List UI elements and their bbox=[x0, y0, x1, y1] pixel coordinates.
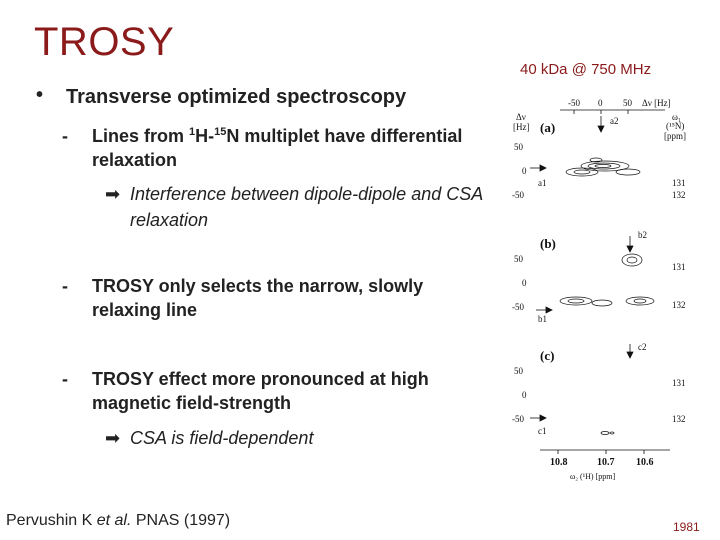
panel-c-tick-m50: -50 bbox=[512, 414, 524, 424]
dash-icon: - bbox=[62, 276, 68, 296]
panel-c-peak-c2: c2 bbox=[638, 342, 647, 352]
sub-bullet-text: TROSY effect more pronounced at high mag… bbox=[92, 369, 429, 413]
panel-a-peak-a1: a1 bbox=[538, 178, 547, 188]
panel-c-label: (c) bbox=[540, 348, 554, 363]
panel-a-peak-a2: a2 bbox=[610, 116, 619, 126]
panel-a: (a) 50 0 -50 131 132 a1 a2 bbox=[512, 116, 686, 200]
panel-a-peaks bbox=[565, 157, 641, 177]
arrow-point-text: CSA is field-dependent bbox=[130, 428, 314, 448]
panel-b-tick-50: 50 bbox=[514, 254, 524, 264]
superscript: 15 bbox=[214, 126, 227, 138]
dash-icon: - bbox=[62, 369, 68, 389]
panel-a-tick-m50: -50 bbox=[512, 190, 524, 200]
text-part: Lines from bbox=[92, 126, 190, 146]
text-part: N multiplet have differential relaxation bbox=[92, 126, 463, 170]
panel-b-arrows bbox=[536, 236, 634, 314]
citation-etal: et al. bbox=[96, 512, 132, 529]
panel-c-tick-0: 0 bbox=[522, 390, 527, 400]
sub-bullet-text: TROSY only selects the narrow, slowly re… bbox=[92, 276, 424, 320]
page-number: 1981 bbox=[673, 520, 700, 534]
citation-author: Pervushin K bbox=[6, 512, 97, 529]
bottom-tick-108: 10.8 bbox=[550, 457, 568, 468]
bullet-dot-icon: • bbox=[36, 84, 44, 106]
panel-a-arrows bbox=[530, 116, 605, 172]
panel-c-peaks bbox=[600, 431, 615, 435]
slide-subtitle: 40 kDa @ 750 MHz bbox=[520, 61, 652, 78]
left-axis-label-2: [Hz] bbox=[513, 122, 530, 132]
bottom-axis: 10.8 10.7 10.6 ω₂ (¹H) [ppm] bbox=[540, 449, 670, 481]
panel-b: (b) 50 0 -50 131 132 b1 b2 bbox=[512, 230, 686, 324]
omega1-label: ω₁ bbox=[672, 112, 681, 122]
panel-a-label: (a) bbox=[540, 120, 555, 135]
dash-icon: - bbox=[62, 126, 68, 146]
panel-a-tick-0: 0 bbox=[522, 166, 527, 176]
n15-label: (¹⁵N) bbox=[666, 121, 684, 131]
top-tick-0: 0 bbox=[598, 98, 603, 108]
panel-c-ppm-132: 132 bbox=[672, 414, 686, 424]
top-tick-m50: -50 bbox=[568, 98, 580, 108]
panel-c-ppm-131: 131 bbox=[672, 378, 686, 388]
arrow-right-icon: ➡ bbox=[105, 184, 121, 204]
panel-a-ppm-131: 131 bbox=[672, 178, 686, 188]
panel-b-label: (b) bbox=[540, 236, 556, 251]
ppm-label: [ppm] bbox=[664, 131, 686, 141]
panel-c: (c) 50 0 -50 131 132 c1 c2 bbox=[512, 342, 686, 436]
slide-title: TROSY bbox=[34, 20, 175, 64]
bottom-tick-107: 10.7 bbox=[597, 457, 615, 468]
panel-b-peak-b1: b1 bbox=[538, 314, 547, 324]
bottom-tick-106: 10.6 bbox=[636, 457, 654, 468]
bullet-text: Transverse optimized spectroscopy bbox=[66, 86, 407, 108]
panel-b-peak-b2: b2 bbox=[638, 230, 647, 240]
panel-b-ppm-131: 131 bbox=[672, 262, 686, 272]
bottom-axis-label: ω₂ (¹H) [ppm] bbox=[570, 472, 615, 481]
panel-c-tick-50: 50 bbox=[514, 366, 524, 376]
citation-journal: PNAS (1997) bbox=[131, 512, 231, 529]
left-axis-label-1: Δν bbox=[516, 112, 526, 122]
panel-a-tick-50: 50 bbox=[514, 142, 524, 152]
superscript: 1 bbox=[189, 126, 196, 138]
panel-b-tick-m50: -50 bbox=[512, 302, 524, 312]
panel-a-ppm-132: 132 bbox=[672, 190, 686, 200]
panel-c-peak-c1: c1 bbox=[538, 426, 547, 436]
top-axis-label: Δν [Hz] bbox=[642, 98, 671, 108]
panel-b-tick-0: 0 bbox=[522, 278, 527, 288]
citation: Pervushin K et al. PNAS (1997) bbox=[6, 512, 230, 530]
panel-c-arrows bbox=[530, 344, 634, 422]
arrow-right-icon: ➡ bbox=[105, 428, 121, 448]
text-part: H- bbox=[195, 126, 215, 146]
arrow-point-text: Interference between dipole-dipole and C… bbox=[130, 184, 483, 230]
panel-b-peaks bbox=[559, 253, 655, 307]
top-axis bbox=[560, 109, 665, 114]
sub-bullet-text: Lines from 1H-15N multiplet have differe… bbox=[92, 124, 502, 172]
nmr-spectra-figure: -50 0 50 Δν [Hz] ω₁ (¹⁵N) [ppm] Δν [Hz] … bbox=[512, 98, 686, 481]
panel-b-ppm-132: 132 bbox=[672, 300, 686, 310]
top-tick-50: 50 bbox=[623, 98, 633, 108]
